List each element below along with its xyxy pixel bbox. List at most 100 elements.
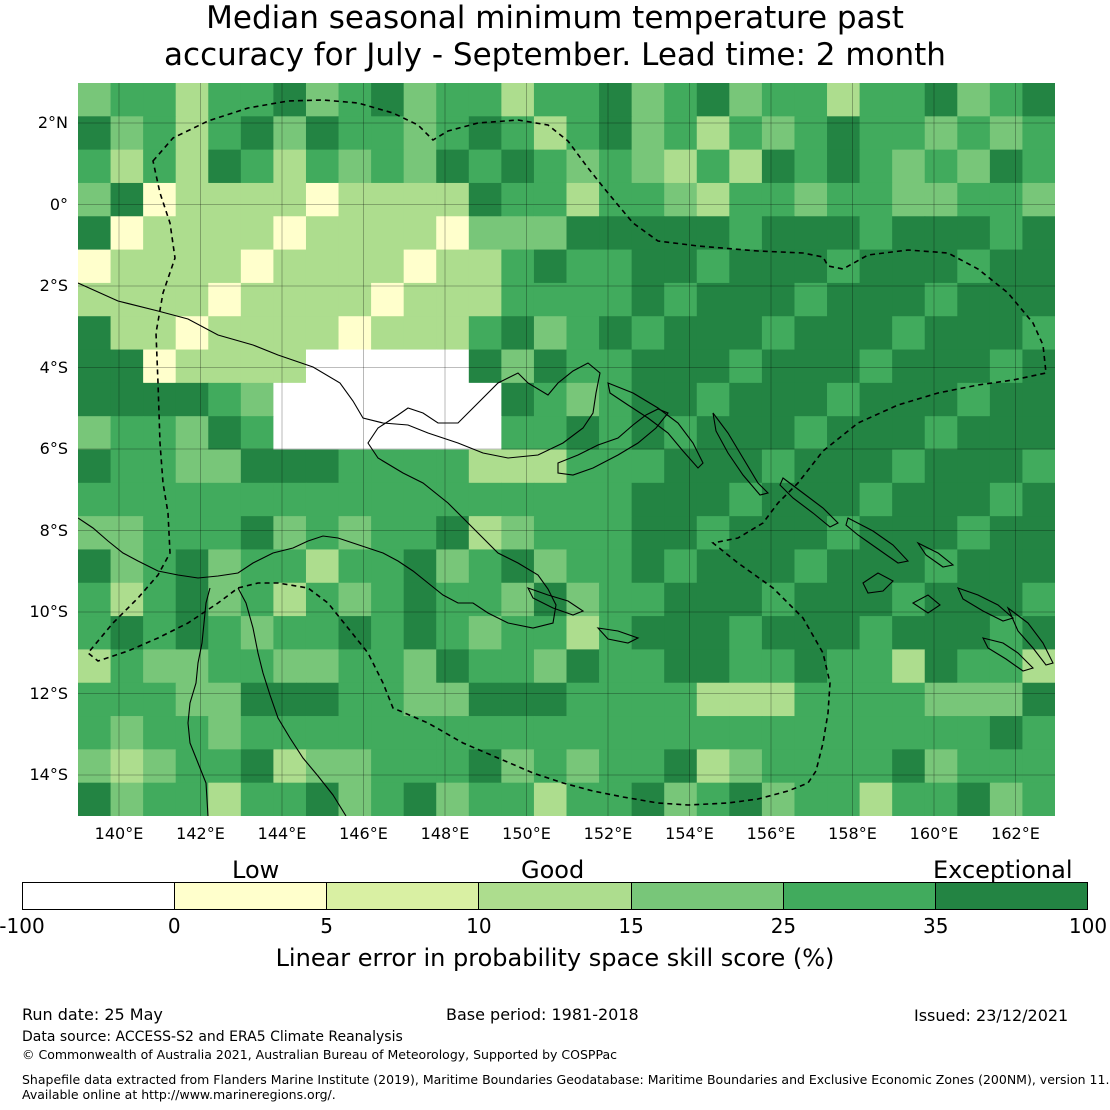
- category-low: Low: [232, 856, 280, 884]
- grid-cell: [989, 149, 1023, 184]
- grid-cell: [696, 149, 730, 184]
- grid-cell: [631, 682, 665, 717]
- coastline-bougainville: [712, 412, 770, 496]
- grid-cell: [371, 749, 405, 784]
- grid-cell: [436, 449, 470, 484]
- grid-cell: [240, 249, 274, 284]
- grid-cell: [110, 249, 144, 284]
- coastline-louisiade-1: [526, 587, 585, 616]
- grid-cell: [794, 116, 828, 151]
- grid-cell: [78, 482, 112, 517]
- grid-cell: [729, 216, 763, 251]
- grid-cell: [566, 749, 600, 784]
- grid-cell: [371, 216, 405, 251]
- grid-cell: [371, 549, 405, 584]
- grid-cell: [892, 216, 926, 251]
- grid-cell: [729, 616, 763, 650]
- grid-cell: [794, 682, 828, 717]
- grid-cell: [761, 549, 795, 584]
- grid-cell: [501, 382, 535, 417]
- grid-cell: [631, 249, 665, 284]
- grid-cell: [305, 149, 340, 184]
- grid-cell: [533, 449, 567, 484]
- grid-cell: [110, 416, 144, 450]
- grid-cell: [989, 316, 1023, 351]
- grid-cell: [957, 716, 991, 750]
- grid-cell: [859, 83, 893, 117]
- grid-cell: [566, 149, 600, 184]
- issued-date: Issued: 23/12/2021: [914, 1006, 1069, 1025]
- grid-cell: [240, 482, 274, 517]
- grid-cell: [533, 716, 567, 750]
- grid-cell: [989, 516, 1023, 550]
- grid-cell: [696, 449, 730, 484]
- colorbar-tick: 5: [320, 914, 333, 938]
- grid-cell: [729, 682, 763, 717]
- grid-cell: [110, 749, 144, 784]
- grid-cell: [696, 649, 730, 684]
- grid-cell: [729, 749, 763, 784]
- colorbar-segment: [935, 883, 1087, 909]
- grid-cell: [794, 582, 828, 617]
- grid-cell: [892, 182, 926, 217]
- grid-cell: [78, 182, 112, 217]
- grid-cell: [240, 382, 274, 417]
- grid-cell: [924, 316, 958, 351]
- grid-cell: [305, 782, 340, 816]
- grid-cell: [892, 649, 926, 684]
- grid-cell: [924, 83, 958, 117]
- grid-cell: [110, 349, 144, 384]
- grid-cell: [78, 716, 112, 750]
- grid-cell: [468, 416, 502, 450]
- grid-cell: [175, 716, 209, 750]
- grid-cell: [859, 216, 893, 251]
- grid-cell: [566, 316, 600, 351]
- grid-cell: [403, 149, 437, 184]
- grid-cell: [664, 549, 698, 584]
- grid-cell: [468, 449, 502, 484]
- map-title: Median seasonal minimum temperature past…: [0, 0, 1110, 74]
- grid-cell: [305, 449, 340, 484]
- grid-cell: [501, 316, 535, 351]
- grid-cell: [924, 349, 958, 384]
- grid-cell: [924, 216, 958, 251]
- grid-cell: [859, 182, 893, 217]
- grid-cell: [468, 216, 502, 251]
- grid-cell: [957, 116, 991, 151]
- grid-cell: [794, 649, 828, 684]
- grid-cell: [989, 116, 1023, 151]
- grid-cell: [631, 83, 665, 117]
- grid-cell: [859, 782, 893, 816]
- colorbar-segment: [479, 883, 632, 909]
- coastline-solomon-2: [845, 517, 910, 564]
- grid-cell: [371, 116, 405, 151]
- grid-cell: [533, 316, 567, 351]
- grid-cell: [468, 749, 502, 784]
- grid-cell: [631, 782, 665, 816]
- grid-cell: [892, 516, 926, 550]
- grid-cell: [859, 582, 893, 617]
- grid-cell: [827, 482, 861, 517]
- longitude-tick: 148°E: [420, 824, 470, 843]
- grid-cell: [143, 782, 177, 816]
- grid-cell: [533, 249, 567, 284]
- grid-cell: [566, 516, 600, 550]
- grid-cell: [436, 116, 470, 151]
- grid-cell: [468, 682, 502, 717]
- grid-cell: [78, 549, 112, 584]
- grid-cell: [664, 416, 698, 450]
- grid-cell: [696, 316, 730, 351]
- grid-cell: [729, 582, 763, 617]
- title-line-1: Median seasonal minimum temperature past: [206, 0, 904, 36]
- grid-cell: [1022, 449, 1055, 484]
- grid-cell: [208, 116, 242, 151]
- grid-cell: [827, 649, 861, 684]
- grid-cell: [729, 182, 763, 217]
- grid-cell: [1022, 382, 1055, 417]
- colorbar-tick: 25: [770, 914, 797, 938]
- grid-cell: [338, 716, 372, 750]
- grid-cell: [403, 382, 437, 417]
- grid-cell: [794, 782, 828, 816]
- grid-cell: [761, 782, 795, 816]
- grid-cell: [794, 449, 828, 484]
